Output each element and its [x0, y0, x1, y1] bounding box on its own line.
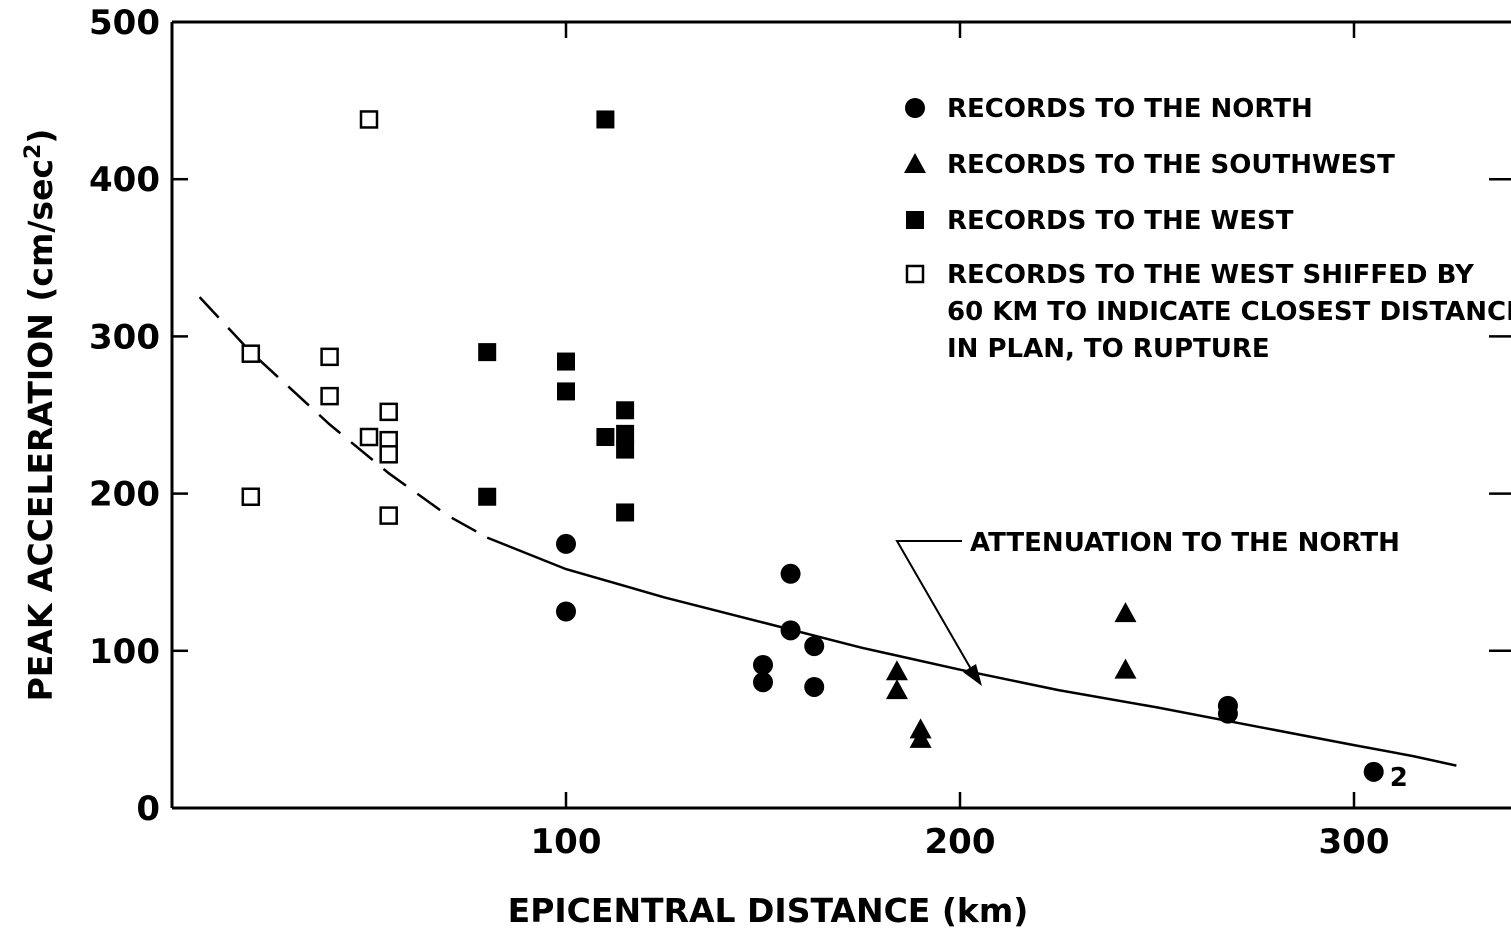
x-tick-label: 200: [925, 822, 996, 862]
point-count-label: 2: [1390, 763, 1408, 793]
point-west: [616, 424, 635, 443]
point-west: [596, 428, 615, 447]
point-southwest: [885, 679, 908, 700]
point-west_shifted: [241, 487, 261, 506]
point-southwest: [1114, 602, 1137, 623]
legend-marker-west: [906, 211, 924, 229]
point-west_shifted: [379, 402, 398, 422]
y-axis-label-close: ): [21, 129, 60, 144]
point-north: [1363, 761, 1384, 782]
point-west: [557, 382, 575, 401]
point-north: [804, 676, 825, 697]
point-southwest: [1114, 658, 1137, 679]
point-southwest: [885, 660, 908, 681]
point-west: [616, 440, 635, 459]
point-north: [780, 620, 801, 641]
y-axis-label-superscript: 2: [21, 144, 46, 159]
legend-marker-southwest: [904, 153, 926, 173]
legend: RECORDS TO THE NORTH RECORDS TO THE SOUTH…: [904, 94, 1511, 364]
y-tick-label: 300: [89, 317, 160, 357]
point-west_shifted: [320, 347, 339, 367]
point-north: [804, 636, 825, 657]
point-west_shifted: [359, 110, 379, 129]
point-west: [596, 110, 615, 129]
axis-ticks: [172, 22, 1511, 808]
tick-labels: 100 200 300 0 100 200 300 400 500: [89, 3, 1389, 862]
legend-marker-north: [905, 98, 925, 118]
point-west_shifted: [379, 445, 398, 464]
data-points: 2: [241, 110, 1408, 793]
legend-label-southwest: RECORDS TO THE SOUTHWEST: [947, 150, 1395, 180]
point-north: [780, 563, 801, 584]
annotation-arrowhead: [963, 664, 982, 686]
point-west: [616, 503, 635, 522]
attenuation-curve-solid: [486, 536, 1457, 767]
point-west: [478, 487, 497, 506]
y-tick-label: 0: [136, 789, 160, 829]
point-west_shifted: [241, 344, 261, 363]
legend-label-west_shifted: IN PLAN, TO RUPTURE: [947, 334, 1270, 364]
legend-label-west_shifted: 60 KM TO INDICATE CLOSEST DISTANCE,: [947, 297, 1511, 327]
curve-label: ATTENUATION TO THE NORTH: [970, 528, 1400, 558]
point-north: [1217, 703, 1238, 724]
y-axis-label: PEAK ACCELERATION (cm/sec2): [21, 129, 60, 702]
point-west: [478, 343, 497, 362]
legend-label-west_shifted: RECORDS TO THE WEST SHIFFED BY: [947, 260, 1475, 290]
attenuation-curve-dashed: [198, 296, 488, 539]
point-west_shifted: [359, 427, 379, 447]
point-west: [557, 352, 575, 371]
point-west_shifted: [379, 506, 398, 525]
point-southwest: [909, 727, 932, 748]
plot-frame: [170, 20, 1511, 810]
y-tick-label: 200: [89, 475, 160, 515]
x-axis-label: EPICENTRAL DISTANCE (km): [508, 891, 1029, 930]
y-tick-label: 100: [89, 632, 160, 672]
legend-label-north: RECORDS TO THE NORTH: [947, 94, 1313, 124]
point-west: [616, 401, 635, 420]
y-tick-label: 400: [89, 160, 160, 200]
point-north: [556, 533, 576, 554]
legend-marker-west_shifted: [905, 264, 925, 284]
y-tick-label: 500: [89, 3, 160, 43]
point-north: [753, 654, 773, 675]
x-tick-label: 100: [531, 822, 602, 862]
y-axis-label-main: PEAK ACCELERATION (cm/sec: [21, 159, 60, 701]
legend-label-west: RECORDS TO THE WEST: [947, 206, 1294, 236]
point-west_shifted: [320, 386, 339, 406]
attenuation-curve: [198, 296, 1457, 767]
point-north: [556, 601, 576, 622]
point-north: [753, 672, 773, 693]
annotation-leader: [895, 540, 976, 677]
curve-annotation: ATTENUATION TO THE NORTH: [895, 528, 1400, 686]
x-tick-label: 300: [1319, 822, 1390, 862]
